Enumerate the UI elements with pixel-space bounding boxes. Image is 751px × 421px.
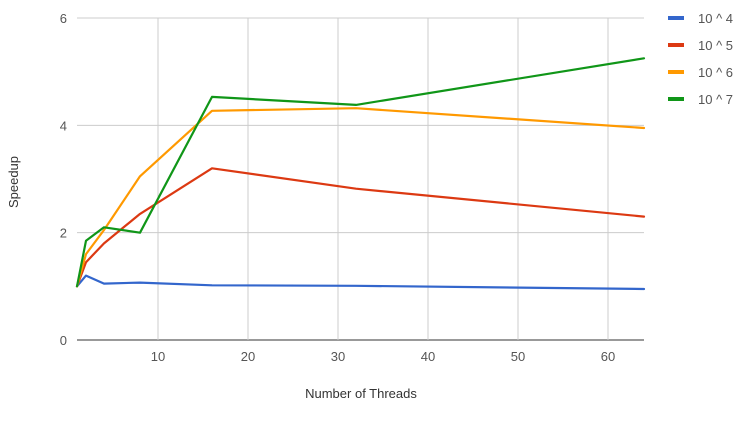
series-line-2 (75, 167, 646, 288)
y-tick-label-2: 2 (60, 226, 67, 241)
series-line-1 (75, 274, 646, 291)
legend-label-2: 10 ^ 5 (698, 38, 733, 53)
x-tick-label-20: 20 (241, 349, 255, 364)
legend-label-1: 10 ^ 4 (698, 11, 733, 26)
y-axis-title: Speedup (6, 156, 21, 208)
legend-label-3: 10 ^ 6 (698, 65, 733, 80)
x-tick-label-40: 40 (421, 349, 435, 364)
x-tick-label-60: 60 (601, 349, 615, 364)
x-axis-ticks: 10 20 30 40 50 60 (151, 349, 615, 364)
y-tick-label-0: 0 (60, 333, 67, 348)
x-axis-title: Number of Threads (305, 386, 417, 401)
y-axis-ticks: 0 2 4 6 (60, 11, 67, 348)
series-lines (75, 57, 646, 291)
x-tick-label-10: 10 (151, 349, 165, 364)
grid-lines (77, 17, 644, 341)
y-tick-label-4: 4 (60, 118, 67, 133)
x-tick-label-30: 30 (331, 349, 345, 364)
x-tick-label-50: 50 (511, 349, 525, 364)
series-line-3 (75, 107, 646, 288)
legend: 10 ^ 4 10 ^ 5 10 ^ 6 10 ^ 7 (668, 11, 733, 107)
y-tick-label-6: 6 (60, 11, 67, 26)
series-line-4 (75, 57, 646, 288)
legend-label-4: 10 ^ 7 (698, 92, 733, 107)
